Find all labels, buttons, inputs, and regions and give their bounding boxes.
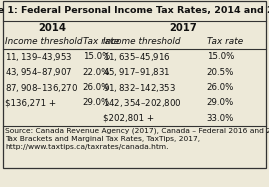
Text: Table 1: Federal Personal Income Tax Rates, 2014 and 2017: Table 1: Federal Personal Income Tax Rat… — [0, 6, 269, 15]
Text: $142,354 – $202,800: $142,354 – $202,800 — [103, 97, 182, 109]
Bar — [3, 1, 266, 168]
Text: $91,832 – $142,353: $91,832 – $142,353 — [103, 82, 176, 94]
Text: 29.0%: 29.0% — [83, 98, 110, 107]
Text: 15.0%: 15.0% — [207, 52, 234, 61]
Text: 20.5%: 20.5% — [207, 68, 234, 77]
Text: $43,954 – $87,907: $43,954 – $87,907 — [5, 66, 73, 78]
Text: $87,908 – $136,270: $87,908 – $136,270 — [5, 82, 79, 94]
Text: 29.0%: 29.0% — [207, 98, 234, 107]
Text: 26.0%: 26.0% — [83, 83, 110, 92]
Text: 22.0%: 22.0% — [83, 68, 110, 77]
Text: $45,917 – $91,831: $45,917 – $91,831 — [103, 66, 171, 78]
Text: 2017: 2017 — [169, 23, 197, 33]
Text: $11,635 – $45,916: $11,635 – $45,916 — [103, 51, 171, 63]
Text: Income threshold: Income threshold — [103, 37, 180, 46]
Text: $11,139 – $43,953: $11,139 – $43,953 — [5, 51, 73, 63]
Text: $136,271 +: $136,271 + — [5, 98, 56, 107]
Text: 26.0%: 26.0% — [207, 83, 234, 92]
Text: 2014: 2014 — [38, 23, 66, 33]
Text: Income threshold: Income threshold — [5, 37, 83, 46]
Text: Tax rate: Tax rate — [83, 37, 119, 46]
Text: $202,801 +: $202,801 + — [103, 114, 154, 123]
Text: Source: Canada Revenue Agency (2017), Canada – Federal 2016 and 2017
Tax Bracket: Source: Canada Revenue Agency (2017), Ca… — [5, 128, 269, 150]
Text: 33.0%: 33.0% — [207, 114, 234, 123]
Text: Tax rate: Tax rate — [207, 37, 243, 46]
Text: 15.0%: 15.0% — [83, 52, 110, 61]
